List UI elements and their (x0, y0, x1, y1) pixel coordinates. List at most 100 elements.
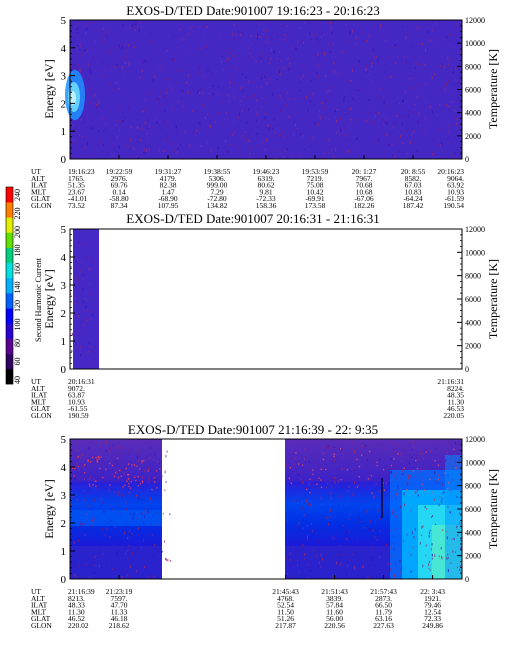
color-bar-tick-label: 40 (13, 376, 22, 384)
temperature-tick-label: 4000 (465, 109, 481, 118)
color-bar-tick-label: 80 (13, 339, 22, 347)
energy-tick-label: 2 (61, 308, 67, 320)
color-bar-tick-label: 140 (13, 282, 22, 294)
table-cell: 1921. (424, 594, 441, 603)
table-cell: 5306. (209, 174, 226, 183)
panel-2-title: EXOS-D/TED Date:901007 20:16:31 - 21:16:… (126, 211, 379, 226)
energy-tick-label: 5 (61, 434, 67, 446)
panel-1-speckles (70, 22, 462, 159)
panel-1-ion-signature-peak (70, 91, 76, 105)
color-bar-label: Second Harmonic Current (34, 257, 43, 342)
table-cell: 51.26 (277, 614, 294, 623)
color-bar-swatch (6, 277, 13, 294)
table-cell: 10.93 (68, 397, 85, 406)
table-cell: 187.42 (403, 201, 424, 210)
table-row-label: MLT (31, 397, 47, 406)
table-cell: 69.76 (111, 181, 128, 190)
table-cell: 1765. (68, 174, 85, 183)
table-cell: 190.59 (68, 411, 89, 420)
table-cell: -41.01 (68, 194, 88, 203)
temperature-tick-label: 8000 (465, 482, 481, 491)
panel-2-spectrogram (73, 229, 99, 369)
temperature-tick-label: 8000 (465, 62, 481, 71)
temperature-tick-label: 10000 (465, 248, 485, 257)
table-cell: 173.58 (305, 201, 326, 210)
color-bar-swatch (6, 293, 13, 309)
table-row-label: ILAT (31, 391, 48, 400)
energy-tick-label: 0 (61, 364, 67, 376)
table-cell: -61.55 (68, 404, 88, 413)
color-bar: 40 60 80 100 120 140 160 180 200 220 240 Second Ha… (5, 186, 43, 385)
panel-2: EXOS-D/TED Date:901007 20:16:31 - 21:16:… (31, 211, 500, 420)
table-cell: 11.60 (326, 607, 343, 616)
panel-1-title: EXOS-D/TED Date:901007 19:16:23 - 20:16:… (126, 3, 379, 18)
table-cell: 11.33 (111, 607, 128, 616)
table-cell: 0.14 (112, 187, 125, 196)
table-cell: 6319. (258, 174, 275, 183)
color-bar-swatch (6, 247, 13, 264)
energy-tick-label: 4 (61, 462, 67, 474)
table-row-label: ALT (31, 594, 45, 603)
color-bar-tick-label: 220 (13, 208, 22, 220)
color-bar-tick-label: 240 (13, 189, 22, 201)
color-bar-swatch (6, 262, 13, 279)
table-cell: 218.62 (109, 621, 130, 630)
energy-tick-label: 4 (61, 252, 67, 264)
color-bar-tick-label: 180 (13, 245, 22, 257)
panel-2-ticks: 0 1 2 3 4 5 0 2000 4000 6000 8000 10000 12000 (61, 224, 486, 376)
table-cell: 220.02 (68, 621, 89, 630)
panel-2-y2label: Temperature [K] (486, 259, 500, 339)
table-cell: 22: 3:43 (420, 587, 445, 596)
table-cell: 12.54 (424, 607, 441, 616)
table-row-label: GLON (31, 201, 52, 210)
panel-1-ticks: 0 1 2 3 4 5 0 2000 4000 6000 8000 10000 12000 (61, 15, 486, 166)
temperature-tick-label: 6000 (465, 505, 481, 514)
table-cell: 3839. (326, 594, 343, 603)
table-cell: 190.54 (443, 201, 464, 210)
table-cell: 999.00 (207, 181, 228, 190)
table-row-label: UT (31, 167, 41, 176)
color-bar-swatch (6, 368, 13, 385)
table-row-label: GLON (31, 411, 52, 420)
table-cell: 9072. (68, 384, 85, 393)
energy-tick-label: 1 (61, 546, 67, 558)
panel-2-speckles (70, 235, 94, 368)
table-cell: 48.33 (68, 601, 85, 610)
table-cell: 2873. (375, 594, 392, 603)
table-cell: 11.79 (375, 607, 392, 616)
color-bar-swatch (6, 323, 13, 339)
table-cell: 63.92 (447, 181, 464, 190)
panel-1-y2label: Temperature [K] (486, 49, 500, 129)
table-cell: 70.68 (356, 181, 373, 190)
table-row-label: GLAT (31, 614, 51, 623)
table-cell: -69.91 (305, 194, 325, 203)
temperature-tick-label: 8000 (465, 272, 481, 281)
color-bar-ticks: 40 60 80 100 120 140 160 180 200 220 240 (13, 189, 22, 384)
table-row-label: GLAT (31, 404, 51, 413)
table-row-label: ALT (31, 384, 45, 393)
panel-1-spectrogram (70, 20, 462, 159)
temperature-tick-label: 2000 (465, 342, 481, 351)
energy-tick-label: 4 (61, 43, 67, 55)
table-cell: -67.06 (354, 194, 374, 203)
panel-1-ylabel: Energy [eV] (42, 59, 56, 118)
table-cell: 82.38 (160, 181, 177, 190)
color-bar-tick-label: 200 (13, 226, 22, 238)
table-cell: 20:16:31 (68, 377, 95, 386)
table-cell: 182.26 (354, 201, 375, 210)
color-bar-swatch (6, 202, 13, 218)
temperature-tick-label: 0 (465, 155, 469, 164)
table-cell: 52.54 (277, 601, 294, 610)
table-cell: 47.70 (111, 601, 128, 610)
color-bar-tick-label: 60 (13, 358, 22, 366)
color-bar-swatch (6, 308, 13, 324)
color-bar-tick-label: 160 (13, 263, 22, 275)
table-cell: 48.35 (447, 391, 464, 400)
temperature-tick-label: 0 (465, 575, 469, 584)
table-cell: 63.16 (375, 614, 392, 623)
energy-tick-label: 1 (61, 126, 67, 138)
energy-tick-label: 0 (61, 154, 67, 166)
